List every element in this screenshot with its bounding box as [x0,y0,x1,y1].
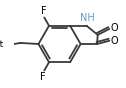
Text: NH: NH [80,13,94,23]
Text: O: O [111,36,118,46]
Text: F: F [41,6,47,16]
Text: Et: Et [0,40,4,49]
Text: O: O [111,23,118,33]
Text: F: F [40,72,46,82]
